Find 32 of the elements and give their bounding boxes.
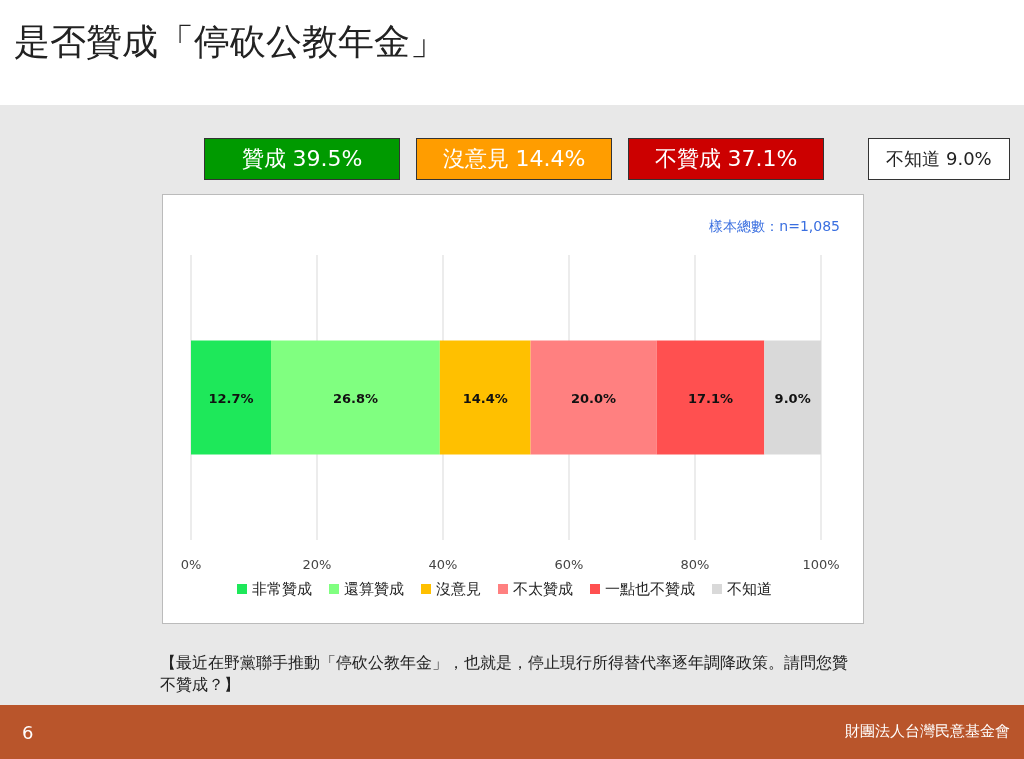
text: 【最近在野黨聯手推動「停砍公教年金」，也就是，停止現行所得替代率逐年調降政策。請問您贊不贊成？】 [160, 652, 849, 696]
bar [191, 340, 272, 455]
data-label: 17.1% [687, 390, 733, 406]
bar [530, 340, 657, 455]
x-tick-label: 0% [180, 557, 202, 572]
data-label: 12.7% [208, 390, 254, 406]
legend-label: 不知道 [727, 580, 772, 598]
data-label: 26.8% [332, 390, 378, 406]
x-tick-label: 20% [302, 557, 332, 572]
text: 沒意見 14.4% [416, 138, 612, 180]
x-tick-label: 60% [554, 557, 584, 572]
data-label: 20.0% [571, 390, 617, 406]
legend-label: 沒意見 [436, 580, 481, 598]
legend-label: 一點也不贊成 [605, 580, 695, 598]
bar [439, 340, 531, 455]
bar [656, 340, 765, 455]
text: 不知道 9.0% [868, 138, 1010, 180]
x-tick-label: 100% [802, 557, 840, 572]
text: 贊成 39.5% [204, 138, 400, 180]
text: 6 [22, 722, 34, 743]
text: 不贊成 37.1% [628, 138, 824, 180]
text: 財團法人台灣民意基金會 [844, 722, 1010, 741]
legend-label: 不太贊成 [513, 580, 573, 598]
x-tick-label: 40% [428, 557, 458, 572]
legend-label: 非常贊成 [252, 580, 312, 598]
data-label: 9.0% [774, 390, 811, 406]
chart-title: 是否贊成「停砍公教年金」 [14, 20, 446, 64]
legend-label: 還算贊成 [344, 580, 404, 598]
bar [271, 340, 440, 455]
x-tick-label: 80% [680, 557, 710, 572]
data-label: 14.4% [462, 390, 508, 406]
text: 樣本總數：n=1,085 [708, 218, 840, 236]
